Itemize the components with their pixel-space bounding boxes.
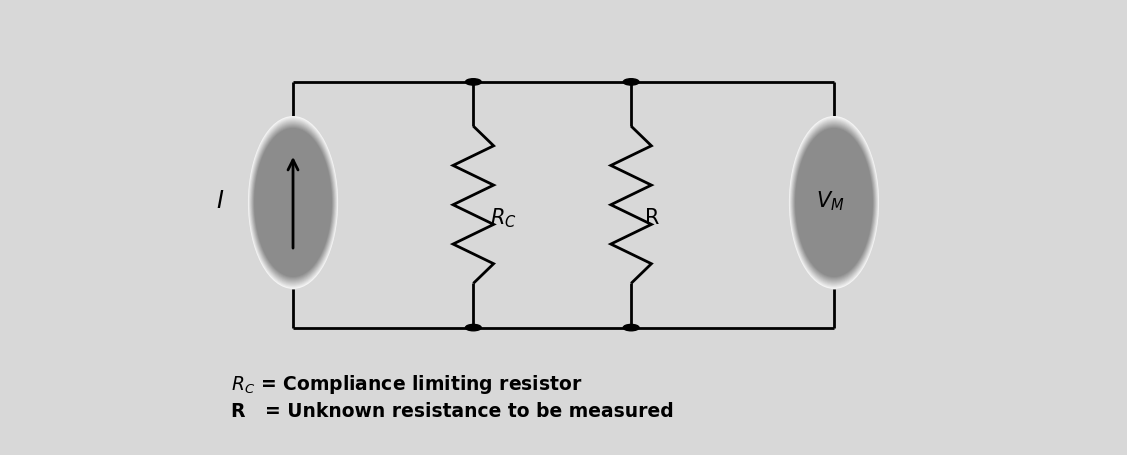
Text: R: R — [645, 208, 659, 228]
Ellipse shape — [248, 116, 338, 289]
Ellipse shape — [251, 124, 334, 281]
Circle shape — [623, 79, 639, 85]
Ellipse shape — [249, 118, 337, 287]
Text: $R_C$: $R_C$ — [490, 207, 517, 230]
Ellipse shape — [793, 126, 875, 279]
Ellipse shape — [791, 121, 877, 283]
Ellipse shape — [793, 124, 876, 281]
Text: R   = Unknown resistance to be measured: R = Unknown resistance to be measured — [231, 402, 674, 421]
Circle shape — [465, 324, 481, 331]
Ellipse shape — [248, 117, 338, 288]
Text: $V_M$: $V_M$ — [816, 189, 845, 213]
Circle shape — [465, 79, 481, 85]
Ellipse shape — [790, 118, 878, 287]
Ellipse shape — [252, 126, 334, 279]
Ellipse shape — [792, 122, 876, 283]
Ellipse shape — [254, 127, 332, 278]
Ellipse shape — [250, 121, 336, 283]
Text: $R_C$ = Compliance limiting resistor: $R_C$ = Compliance limiting resistor — [231, 373, 583, 396]
Ellipse shape — [795, 127, 873, 278]
Text: I: I — [216, 189, 223, 213]
Ellipse shape — [250, 119, 336, 286]
Ellipse shape — [791, 120, 877, 285]
Ellipse shape — [789, 117, 879, 288]
Ellipse shape — [252, 125, 334, 280]
Ellipse shape — [791, 119, 878, 286]
Circle shape — [623, 324, 639, 331]
Ellipse shape — [793, 125, 875, 280]
Ellipse shape — [789, 116, 879, 289]
Ellipse shape — [250, 120, 336, 285]
Ellipse shape — [796, 128, 872, 277]
Ellipse shape — [254, 128, 331, 277]
Ellipse shape — [251, 122, 335, 283]
